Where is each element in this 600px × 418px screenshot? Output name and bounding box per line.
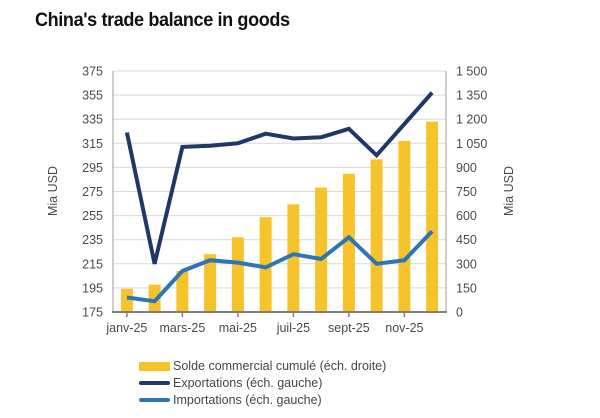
bar	[231, 237, 244, 312]
legend-item-exportations: Exportations (éch. gauche)	[139, 376, 386, 390]
bar	[259, 217, 272, 312]
legend-swatch-solde-commercial-bar	[139, 361, 170, 371]
y-axis-right-tick-label: 750	[456, 185, 477, 199]
y-axis-left-tick-label: 275	[82, 185, 103, 199]
y-axis-right-tick-label: 1 050	[456, 137, 487, 151]
legend-swatch-exportations-line	[139, 381, 170, 385]
bar	[370, 159, 383, 312]
legend-item-solde-commercial: Solde commercial cumulé (éch. droite)	[139, 359, 386, 373]
bar	[287, 204, 300, 312]
y-axis-left-tick-label: 335	[82, 113, 103, 127]
y-axis-left-tick-label: 175	[82, 306, 103, 320]
y-axis-right-tick-label: 1 200	[456, 113, 487, 127]
x-axis-tick-label: mars-25	[159, 321, 205, 335]
y-axis-left-tick-label: 295	[82, 161, 103, 175]
y-axis-right-labels: 1 500 1 350 1 200 1 050 900 750 600 450 300 150 0	[456, 65, 487, 320]
legend-label: Solde commercial cumulé (éch. droite)	[173, 359, 387, 373]
y-axis-right-tick-label: 1 350	[456, 89, 487, 103]
y-axis-right-tick-label: 900	[456, 161, 477, 175]
x-axis-labels: janv-25 mars-25 mai-25 juil-25 sept-25 nov-25	[105, 312, 424, 335]
y-axis-right-title: Mia USD	[502, 166, 516, 216]
y-axis-right-tick-label: 0	[456, 306, 463, 320]
bar	[398, 140, 411, 312]
y-axis-right-tick-label: 600	[456, 209, 477, 223]
y-axis-right-tick-label: 450	[456, 233, 477, 247]
y-axis-left-title: Mia USD	[46, 166, 60, 216]
x-axis-tick-label: nov-25	[385, 321, 423, 335]
bar	[120, 288, 133, 312]
bar	[315, 187, 328, 312]
y-axis-left-tick-label: 195	[82, 281, 103, 295]
x-axis-tick-label: janv-25	[105, 321, 147, 335]
bar	[204, 254, 217, 312]
y-axis-left-tick-label: 215	[82, 257, 103, 271]
axes	[112, 71, 447, 313]
importations-line	[126, 229, 434, 304]
x-axis-tick-label: mai-25	[219, 321, 257, 335]
y-axis-left-tick-label: 355	[82, 89, 103, 103]
chart-legend: Solde commercial cumulé (éch. droite) Exp…	[139, 359, 386, 407]
y-axis-right-tick-label: 300	[456, 257, 477, 271]
y-axis-left-tick-label: 315	[82, 137, 103, 151]
bar	[426, 121, 439, 312]
y-axis-left-tick-label: 235	[82, 233, 103, 247]
y-axis-right-tick-label: 1 500	[456, 65, 487, 79]
y-axis-left-tick-label: 375	[82, 65, 103, 79]
chart-title: China's trade balance in goods	[35, 10, 290, 31]
legend-item-importations: Importations (éch. gauche)	[139, 393, 386, 407]
y-axis-right-tick-label: 150	[456, 281, 477, 295]
bar	[176, 271, 189, 312]
bar	[342, 173, 355, 312]
x-axis-tick-label: juil-25	[276, 321, 310, 335]
bars-solde-commercial	[120, 121, 439, 312]
y-axis-left-labels: 375 355 335 315 295 275 255 235 215 195 175	[82, 65, 103, 320]
legend-label: Exportations (éch. gauche)	[173, 376, 323, 390]
gridlines	[113, 70, 446, 289]
exportations-line	[124, 91, 434, 265]
x-axis-tick-label: sept-25	[328, 321, 370, 335]
legend-label: Importations (éch. gauche)	[173, 393, 322, 407]
legend-swatch-importations-line	[139, 398, 170, 402]
y-axis-left-tick-label: 255	[82, 209, 103, 223]
